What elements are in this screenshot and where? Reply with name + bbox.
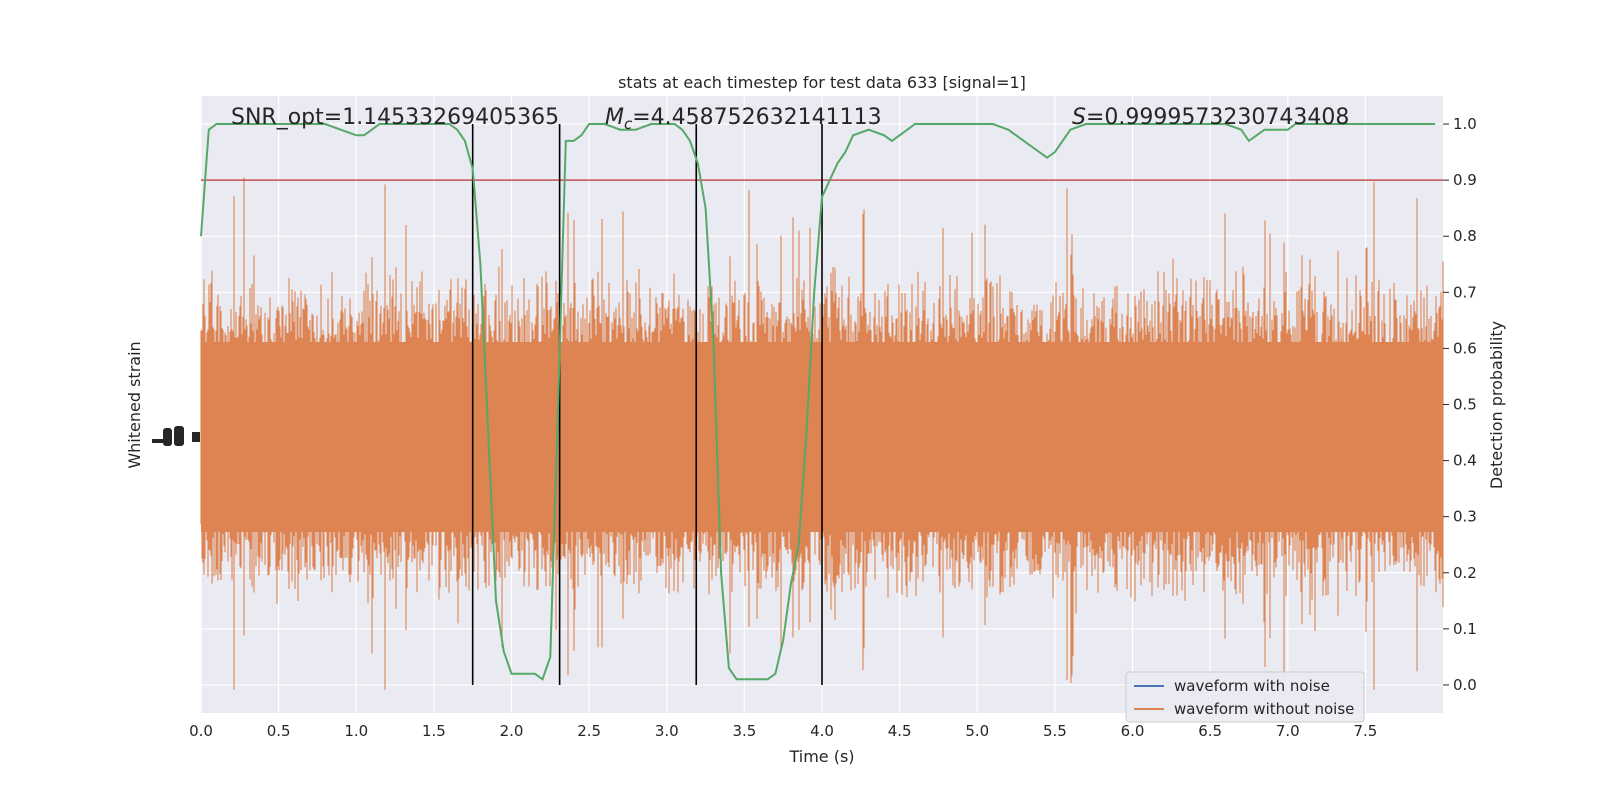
y-left-axis-label: Whitened strain <box>125 341 144 468</box>
x-tick-label: 6.0 <box>1121 722 1145 740</box>
left-tick-blob <box>152 426 200 446</box>
y-right-tick-label: 0.2 <box>1453 564 1477 582</box>
x-tick-label: 2.0 <box>500 722 524 740</box>
x-tick-label: 0.0 <box>189 722 213 740</box>
x-tick-labels: 0.0 0.5 1.0 1.5 2.0 2.5 3.0 3.5 4.0 4.5 5.0 5.5 6.0 6… <box>189 722 1377 740</box>
x-tick-label: 1.5 <box>422 722 446 740</box>
chart-title: stats at each timestep for test data 633… <box>618 73 1026 92</box>
detection-probability-line <box>200 123 1436 681</box>
y-right-tick-label: 0.9 <box>1453 171 1477 189</box>
legend: waveform with noise waveform without noi… <box>1125 671 1365 723</box>
y-right-tick-label: 0.5 <box>1453 396 1477 414</box>
x-tick-label: 7.5 <box>1353 722 1377 740</box>
chirp-mass-annotation: Mc=4.458752632141113 <box>605 105 882 133</box>
legend-label-with-noise: waveform with noise <box>1174 677 1330 695</box>
strain-trace <box>200 177 1444 690</box>
x-tick-label: 4.5 <box>888 722 912 740</box>
s-annotation: S=0.9999573230743408 <box>1072 105 1349 130</box>
s-value: =0.9999573230743408 <box>1086 105 1349 130</box>
x-tick-label: 3.0 <box>655 722 679 740</box>
chirp-mass-symbol: M <box>605 105 624 130</box>
y-right-tick-label: 1.0 <box>1453 115 1477 133</box>
x-tick-label: 2.5 <box>577 722 601 740</box>
chirp-mass-value: =4.458752632141113 <box>632 105 881 130</box>
x-tick-label: 5.5 <box>1043 722 1067 740</box>
x-axis-label: Time (s) <box>788 747 854 766</box>
chirp-mass-subscript: c <box>624 115 633 133</box>
x-tick-label: 3.5 <box>732 722 756 740</box>
y-right-tick-label: 0.7 <box>1453 283 1477 301</box>
x-tick-label: 1.0 <box>344 722 368 740</box>
y-right-tick-label: 0.3 <box>1453 508 1477 526</box>
y-right-tick-labels: 0.0 0.1 0.2 0.3 0.4 0.5 0.6 0.7 0.8 0.9 1.0 <box>1443 115 1477 694</box>
y-right-tick-label: 0.8 <box>1453 227 1477 245</box>
y-right-tick-label: 0.6 <box>1453 339 1477 357</box>
y-right-tick-label: 0.1 <box>1453 620 1477 638</box>
y-right-axis-label: Detection probability <box>1487 321 1506 489</box>
legend-label-without-noise: waveform without noise <box>1174 700 1354 718</box>
snr-annotation: SNR_opt=1.14533269405365 <box>231 105 559 130</box>
y-right-tick-label: 0.4 <box>1453 452 1477 470</box>
x-tick-label: 4.0 <box>810 722 834 740</box>
x-tick-label: 5.0 <box>965 722 989 740</box>
s-symbol: S <box>1072 105 1086 130</box>
x-tick-label: 7.0 <box>1276 722 1300 740</box>
legend-box <box>1125 671 1365 723</box>
x-tick-label: 0.5 <box>267 722 291 740</box>
y-right-tick-label: 0.0 <box>1453 676 1477 694</box>
x-tick-label: 6.5 <box>1198 722 1222 740</box>
vertical-markers <box>471 124 823 685</box>
